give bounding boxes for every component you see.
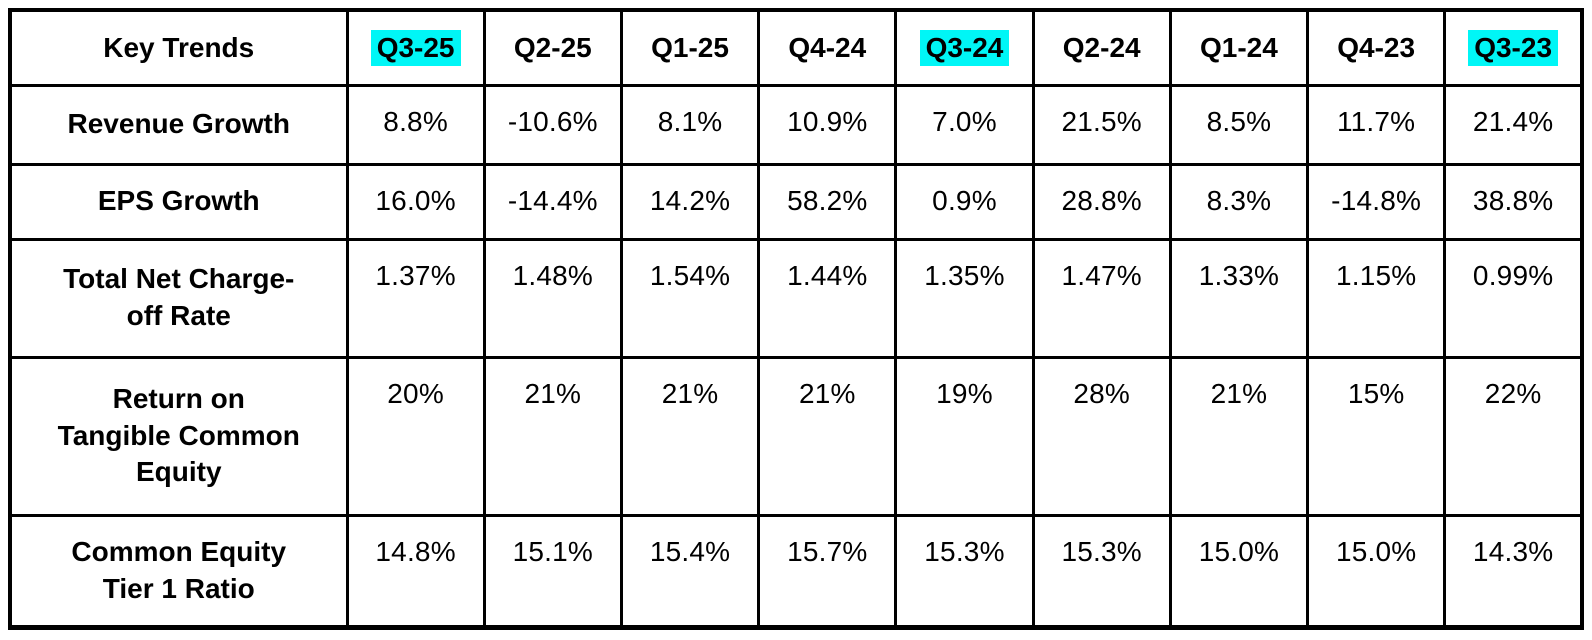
header-cell-q1-25: Q1-25 bbox=[619, 8, 761, 87]
header-cell-q3-24: Q3-24 bbox=[894, 8, 1035, 87]
value-cell: 1.54% bbox=[619, 237, 761, 359]
quarter-label: Q1-24 bbox=[1200, 31, 1278, 63]
table-row: Revenue Growth 8.8% -10.6% 8.1% 10.9% 7.0% 21.… bbox=[8, 83, 1584, 166]
value-cell: 14.8% bbox=[345, 513, 486, 629]
table-body: Revenue Growth 8.8% -10.6% 8.1% 10.9% 7.0% 21.… bbox=[8, 83, 1584, 629]
table-row: Return on Tangible Common Equity 20% 21% 21… bbox=[8, 355, 1584, 517]
value-cell: 0.99% bbox=[1443, 237, 1584, 359]
value-cell: 15.3% bbox=[894, 513, 1035, 629]
quarter-label: Q4-24 bbox=[788, 31, 867, 63]
value-cell: 21.4% bbox=[1443, 83, 1584, 166]
key-trends-table: Key Trends Q3-25 Q2-25 Q1-25 Q4-24 Q3-24 Q2-2… bbox=[8, 8, 1584, 630]
value-cell: 28.8% bbox=[1031, 162, 1172, 241]
value-cell: 21% bbox=[757, 355, 898, 517]
value-cell: 8.1% bbox=[619, 83, 761, 166]
value-cell: 15.4% bbox=[619, 513, 761, 629]
value-cell: 14.3% bbox=[1443, 513, 1584, 629]
quarter-label: Q4-23 bbox=[1337, 31, 1416, 63]
value-cell: 15.0% bbox=[1168, 513, 1310, 629]
table-title: Key Trends bbox=[8, 8, 349, 87]
header-cell-q4-24: Q4-24 bbox=[757, 8, 898, 87]
value-cell: 1.15% bbox=[1306, 237, 1447, 359]
value-cell: -10.6% bbox=[482, 83, 623, 166]
value-cell: 1.35% bbox=[894, 237, 1035, 359]
value-cell: 58.2% bbox=[757, 162, 898, 241]
value-cell: 19% bbox=[894, 355, 1035, 517]
value-cell: 15% bbox=[1306, 355, 1447, 517]
value-cell: 38.8% bbox=[1443, 162, 1584, 241]
value-cell: 14.2% bbox=[619, 162, 761, 241]
value-cell: 8.5% bbox=[1168, 83, 1310, 166]
value-cell: 21% bbox=[482, 355, 623, 517]
value-cell: 7.0% bbox=[894, 83, 1035, 166]
row-label: Total Net Charge-off Rate bbox=[8, 237, 349, 359]
quarter-label: Q2-25 bbox=[513, 31, 592, 63]
value-cell: 15.1% bbox=[482, 513, 623, 629]
value-cell: 16.0% bbox=[345, 162, 486, 241]
value-cell: 21% bbox=[619, 355, 761, 517]
header-row: Key Trends Q3-25 Q2-25 Q1-25 Q4-24 Q3-24 Q2-2… bbox=[8, 8, 1584, 87]
value-cell: 1.33% bbox=[1168, 237, 1310, 359]
header-cell-q4-23: Q4-23 bbox=[1306, 8, 1447, 87]
value-cell: 15.3% bbox=[1031, 513, 1172, 629]
value-cell: -14.8% bbox=[1306, 162, 1447, 241]
header-cell-q2-25: Q2-25 bbox=[482, 8, 623, 87]
value-cell: 8.8% bbox=[345, 83, 486, 166]
quarter-label: Q1-25 bbox=[651, 31, 729, 63]
row-label: EPS Growth bbox=[8, 162, 349, 241]
header-cell-q2-24: Q2-24 bbox=[1031, 8, 1172, 87]
value-cell: 1.47% bbox=[1031, 237, 1172, 359]
value-cell: 20% bbox=[345, 355, 486, 517]
value-cell: -14.4% bbox=[482, 162, 623, 241]
value-cell: 15.0% bbox=[1306, 513, 1447, 629]
table-row: Common Equity Tier 1 Ratio 14.8% 15.1% 15.4… bbox=[8, 513, 1584, 629]
header-cell-q3-23: Q3-23 bbox=[1443, 8, 1584, 87]
value-cell: 21% bbox=[1168, 355, 1310, 517]
value-cell: 8.3% bbox=[1168, 162, 1310, 241]
highlighted-quarter-label: Q3-23 bbox=[1468, 29, 1559, 66]
value-cell: 11.7% bbox=[1306, 83, 1447, 166]
highlighted-quarter-label: Q3-25 bbox=[370, 29, 461, 66]
row-label: Revenue Growth bbox=[8, 83, 349, 166]
header-cell-q1-24: Q1-24 bbox=[1168, 8, 1310, 87]
table-row: Total Net Charge-off Rate 1.37% 1.48% 1.54%… bbox=[8, 237, 1584, 359]
quarter-label: Q2-24 bbox=[1062, 31, 1141, 63]
row-label: Return on Tangible Common Equity bbox=[8, 355, 349, 517]
value-cell: 1.44% bbox=[757, 237, 898, 359]
row-label: Common Equity Tier 1 Ratio bbox=[8, 513, 349, 629]
value-cell: 22% bbox=[1443, 355, 1584, 517]
value-cell: 28% bbox=[1031, 355, 1172, 517]
value-cell: 1.48% bbox=[482, 237, 623, 359]
highlighted-quarter-label: Q3-24 bbox=[919, 29, 1010, 66]
table-row: EPS Growth 16.0% -14.4% 14.2% 58.2% 0.9% 28.8%… bbox=[8, 162, 1584, 241]
value-cell: 0.9% bbox=[894, 162, 1035, 241]
value-cell: 1.37% bbox=[345, 237, 486, 359]
value-cell: 21.5% bbox=[1031, 83, 1172, 166]
value-cell: 10.9% bbox=[757, 83, 898, 166]
value-cell: 15.7% bbox=[757, 513, 898, 629]
header-cell-q3-25: Q3-25 bbox=[345, 8, 486, 87]
